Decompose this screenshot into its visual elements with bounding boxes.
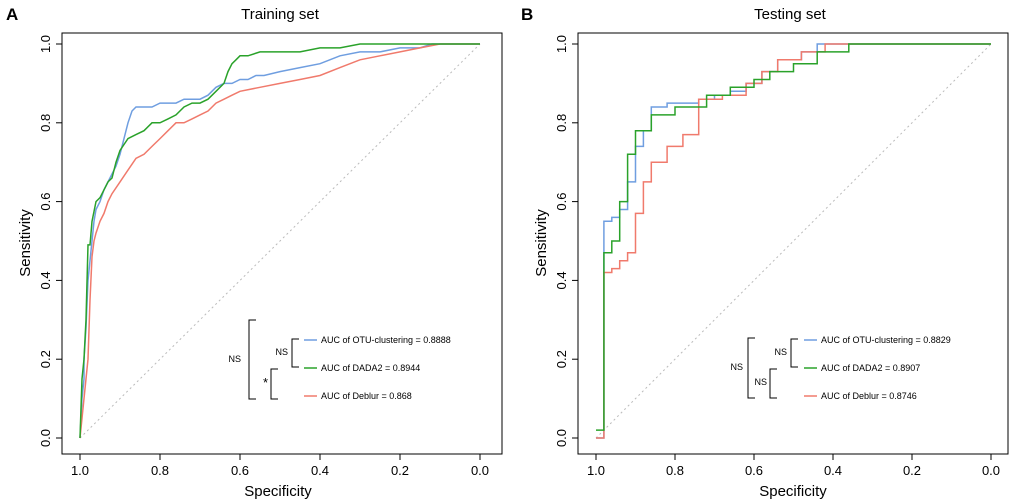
outer-significance: NS	[228, 354, 241, 364]
x-tick-label: 0.4	[311, 463, 329, 478]
bottom-pair-significance: *	[263, 375, 268, 390]
y-tick-label: 0.2	[554, 350, 569, 368]
roc-curve-dada2	[79, 43, 480, 439]
significance-brackets	[248, 319, 299, 400]
outer-significance: NS	[730, 362, 743, 372]
legend-label-dada2: AUC of DADA2 = 0.8907	[821, 363, 920, 373]
y-tick-label: 1.0	[554, 35, 569, 53]
x-tick-label: 0.6	[231, 463, 249, 478]
y-axis-label: Sensitivity	[17, 209, 34, 277]
roc-curve-otu	[79, 43, 480, 439]
bottom-pair-significance: NS	[754, 377, 767, 387]
x-tick-label: 0.4	[824, 463, 842, 478]
legend: AUC of OTU-clustering = 0.8888 AUC of DA…	[304, 335, 451, 401]
x-tick-label: 0.6	[745, 463, 763, 478]
panel-a: A Training set 1.0 0.8 0.6 0.4 0.2 0.0 0.0 0.2 0…	[6, 5, 503, 500]
y-tick-label: 0.4	[38, 271, 53, 289]
significance-brackets	[747, 337, 798, 399]
legend-label-deblur: AUC of Deblur = 0.8746	[821, 391, 917, 401]
reference-diagonal	[595, 43, 992, 439]
axes: 1.0 0.8 0.6 0.4 0.2 0.0 0.0 0.2 0.4 0.6 0.8 1.0	[554, 35, 1000, 478]
roc-series-group	[596, 43, 991, 439]
x-tick-label: 0.8	[666, 463, 684, 478]
x-axis-label: Specificity	[244, 483, 312, 500]
y-tick-label: 0.0	[38, 429, 53, 447]
y-tick-label: 0.8	[554, 114, 569, 132]
panel-letter: A	[6, 5, 18, 24]
y-tick-label: 1.0	[38, 35, 53, 53]
x-tick-label: 1.0	[71, 463, 89, 478]
y-tick-label: 0.0	[554, 429, 569, 447]
chart-title: Training set	[241, 6, 320, 23]
top-pair-significance: NS	[774, 347, 787, 357]
x-tick-label: 0.0	[471, 463, 489, 478]
legend: AUC of OTU-clustering = 0.8829 AUC of DA…	[804, 335, 951, 401]
y-axis-label: Sensitivity	[533, 209, 550, 277]
plot-frame	[61, 32, 503, 455]
roc-curve-dada2	[596, 43, 991, 431]
panel-b: B Testing set 1.0 0.8 0.6 0.4 0.2 0.0 0.0 0.2 0.…	[521, 5, 1009, 500]
legend-label-otu: AUC of OTU-clustering = 0.8829	[821, 335, 951, 345]
outer-bracket	[747, 337, 755, 399]
legend-label-dada2: AUC of DADA2 = 0.8944	[321, 363, 420, 373]
x-tick-label: 0.0	[982, 463, 1000, 478]
bottom-pair-bracket	[270, 368, 278, 400]
legend-label-deblur: AUC of Deblur = 0.868	[321, 391, 412, 401]
y-tick-label: 0.8	[38, 114, 53, 132]
top-pair-bracket	[790, 338, 798, 368]
y-tick-label: 0.6	[38, 193, 53, 211]
x-tick-label: 1.0	[587, 463, 605, 478]
chart-title: Testing set	[754, 6, 827, 23]
roc-curve-deblur	[596, 43, 991, 439]
x-axis-label: Specificity	[759, 483, 827, 500]
legend-label-otu: AUC of OTU-clustering = 0.8888	[321, 335, 451, 345]
top-pair-bracket	[291, 338, 299, 368]
outer-bracket	[248, 319, 256, 400]
bottom-pair-bracket	[769, 368, 777, 399]
panel-letter: B	[521, 5, 533, 24]
axes: 1.0 0.8 0.6 0.4 0.2 0.0 0.0 0.2 0.4 0.6 0.8 1.0	[38, 35, 489, 478]
y-tick-label: 0.6	[554, 193, 569, 211]
x-tick-label: 0.2	[903, 463, 921, 478]
x-tick-label: 0.8	[151, 463, 169, 478]
y-tick-label: 0.2	[38, 350, 53, 368]
roc-curve-deblur	[79, 43, 480, 439]
y-tick-label: 0.4	[554, 271, 569, 289]
x-tick-label: 0.2	[391, 463, 409, 478]
reference-diagonal	[79, 43, 481, 439]
roc-series-group	[79, 43, 480, 439]
top-pair-significance: NS	[275, 347, 288, 357]
plot-frame	[577, 32, 1009, 455]
